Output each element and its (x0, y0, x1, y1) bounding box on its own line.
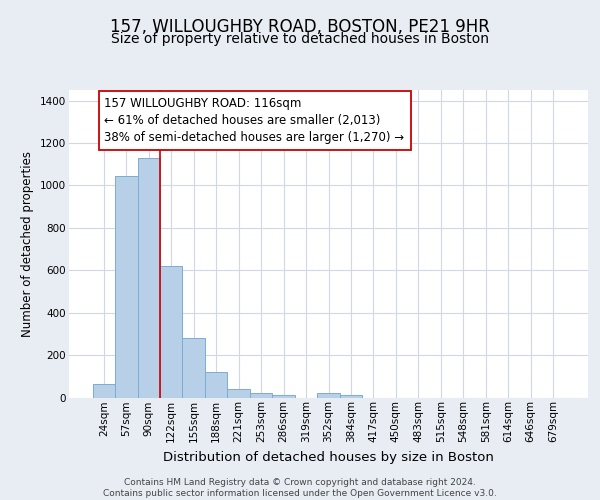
Bar (250, 393, 272, 398)
Bar (182, 338, 205, 398)
Text: Contains HM Land Registry data © Crown copyright and database right 2024.
Contai: Contains HM Land Registry data © Crown c… (103, 478, 497, 498)
Bar (115, 176, 137, 398)
Y-axis label: Number of detached properties: Number of detached properties (22, 151, 34, 337)
Bar (317, 393, 340, 398)
Bar (137, 158, 160, 398)
Bar (340, 396, 362, 398)
Bar (227, 388, 250, 398)
Text: Size of property relative to detached houses in Boston: Size of property relative to detached ho… (111, 32, 489, 46)
X-axis label: Distribution of detached houses by size in Boston: Distribution of detached houses by size … (163, 450, 494, 464)
Bar (160, 266, 182, 398)
Text: 157 WILLOUGHBY ROAD: 116sqm
← 61% of detached houses are smaller (2,013)
38% of : 157 WILLOUGHBY ROAD: 116sqm ← 61% of det… (104, 97, 404, 144)
Bar (92, 384, 115, 398)
Text: 157, WILLOUGHBY ROAD, BOSTON, PE21 9HR: 157, WILLOUGHBY ROAD, BOSTON, PE21 9HR (110, 18, 490, 36)
Bar (272, 394, 295, 398)
Bar (205, 372, 227, 398)
